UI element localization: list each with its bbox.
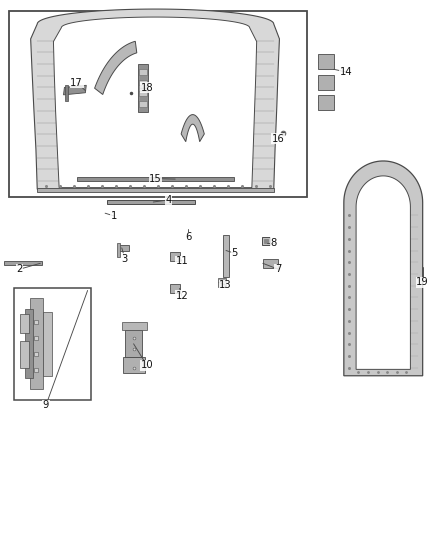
Text: 6: 6 <box>185 232 191 242</box>
Polygon shape <box>344 161 423 376</box>
Polygon shape <box>20 341 29 368</box>
Polygon shape <box>77 177 234 181</box>
Polygon shape <box>64 85 86 95</box>
Text: 14: 14 <box>340 67 352 77</box>
Polygon shape <box>31 9 279 189</box>
Text: 8: 8 <box>271 238 277 247</box>
Polygon shape <box>139 101 147 107</box>
Text: 10: 10 <box>141 360 153 370</box>
Polygon shape <box>218 278 226 287</box>
Polygon shape <box>263 259 278 268</box>
Polygon shape <box>95 41 137 94</box>
Text: 19: 19 <box>416 278 429 287</box>
Text: 1: 1 <box>111 211 117 221</box>
Text: 4: 4 <box>166 195 172 205</box>
Polygon shape <box>118 245 129 251</box>
Polygon shape <box>170 284 180 293</box>
Polygon shape <box>122 322 147 330</box>
Bar <box>9 11 307 197</box>
Text: 7: 7 <box>275 264 281 274</box>
Polygon shape <box>65 85 68 101</box>
Polygon shape <box>139 80 147 85</box>
Polygon shape <box>20 314 29 333</box>
Polygon shape <box>318 54 334 69</box>
Text: 13: 13 <box>219 280 232 290</box>
Polygon shape <box>138 64 148 112</box>
Polygon shape <box>30 298 43 389</box>
Polygon shape <box>107 200 195 204</box>
Text: 2: 2 <box>17 264 23 274</box>
Polygon shape <box>170 252 180 261</box>
Text: 9: 9 <box>43 400 49 410</box>
Text: 17: 17 <box>70 78 83 87</box>
Polygon shape <box>318 75 334 90</box>
Text: 15: 15 <box>149 174 162 183</box>
Polygon shape <box>139 91 147 96</box>
Text: 3: 3 <box>122 254 128 263</box>
Text: 18: 18 <box>141 83 153 93</box>
Text: 12: 12 <box>175 291 188 301</box>
Polygon shape <box>37 188 274 192</box>
Polygon shape <box>123 357 145 373</box>
Polygon shape <box>356 176 410 369</box>
Polygon shape <box>318 95 334 110</box>
Polygon shape <box>25 309 33 378</box>
Polygon shape <box>223 235 229 277</box>
Polygon shape <box>4 261 42 265</box>
Polygon shape <box>117 243 120 257</box>
Text: 11: 11 <box>175 256 188 266</box>
Polygon shape <box>53 17 257 188</box>
Polygon shape <box>43 312 52 376</box>
Polygon shape <box>181 115 204 142</box>
Polygon shape <box>125 330 142 357</box>
Bar <box>14 288 91 400</box>
Polygon shape <box>139 69 147 75</box>
Text: 5: 5 <box>231 248 237 258</box>
Text: 16: 16 <box>272 134 285 143</box>
